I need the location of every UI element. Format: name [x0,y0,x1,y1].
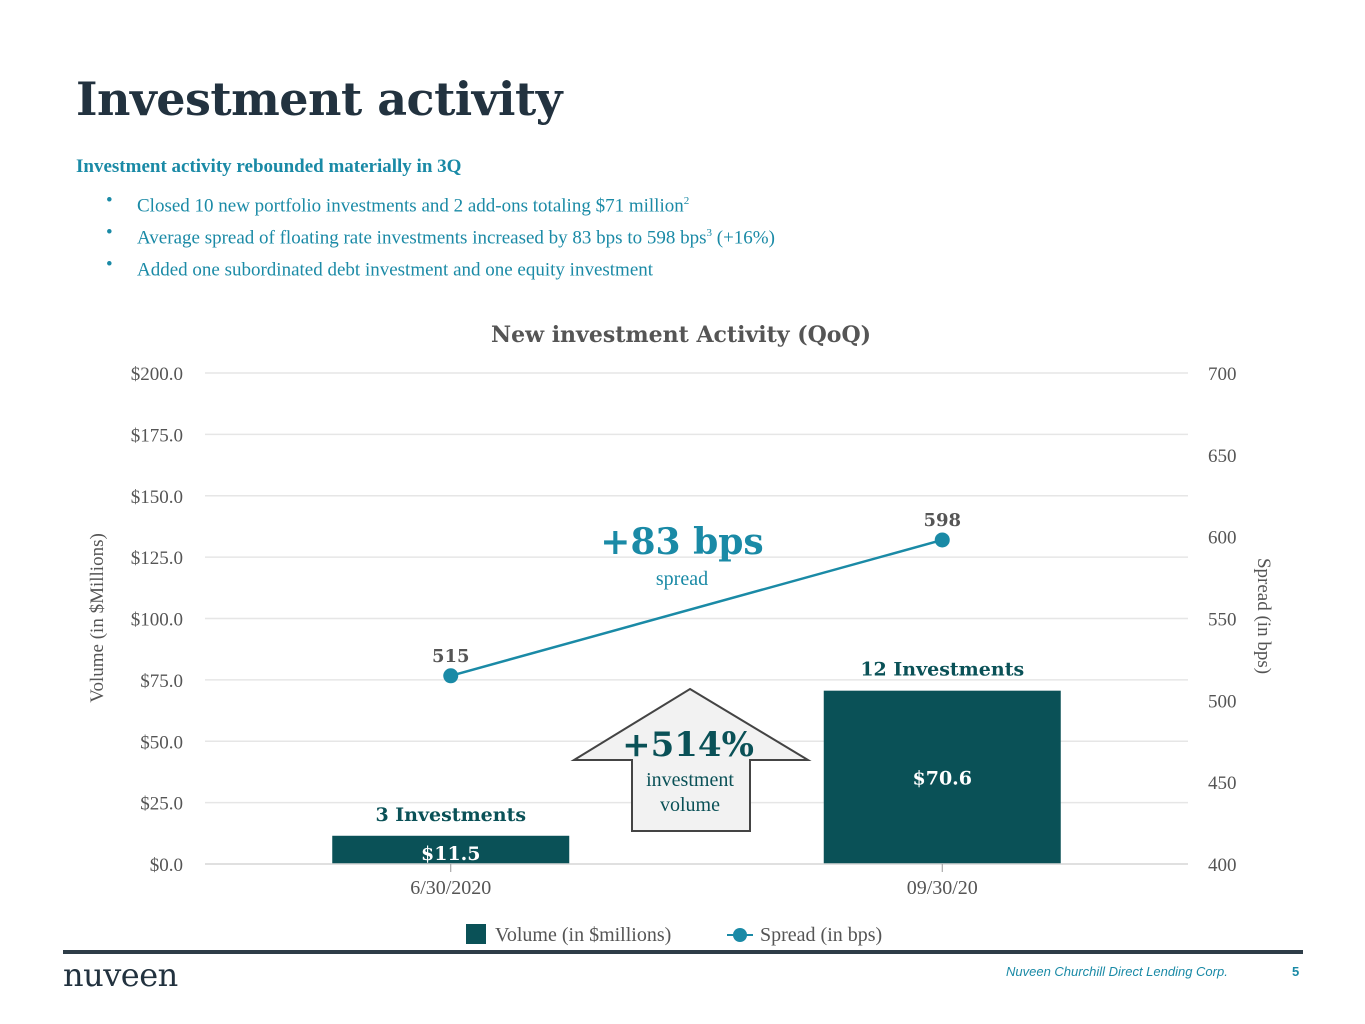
spread-data-label: 598 [923,510,961,531]
left-axis-tick-label: $0.0 [150,855,183,876]
footnote-ref: 2 [683,195,690,207]
volume-change-caption-2: volume [660,794,720,816]
nuveen-logo: nuveen [63,956,178,994]
legend-volume-swatch [466,924,486,944]
volume-bars: $11.5 3 Investments $70.6 12 Investments [332,659,1061,865]
investment-count-annotation: 3 Investments [375,804,526,826]
x-axis-tick-label: 09/30/20 [907,877,978,899]
right-axis-tick-label: 600 [1208,528,1237,549]
bullet-item: • Closed 10 new portfolio investments and… [100,186,775,218]
right-axis-ticks: 400 450 500 550 600 650 700 [1208,364,1237,876]
left-axis-tick-label: $100.0 [131,610,183,631]
footnote-ref: 3 [706,227,713,239]
bullet-text: Average spread of floating rate investme… [137,227,707,249]
volume-bar [332,835,570,864]
page-title: Investment activity [76,72,562,126]
right-axis-label: Spread (in bps) [1253,558,1274,674]
left-axis-tick-label: $75.0 [140,671,183,692]
left-axis-tick-label: $175.0 [131,425,183,446]
left-axis-ticks: $0.0 $25.0 $50.0 $75.0 $100.0 $125.0 $150.0 $17… [131,364,183,876]
up-arrow-icon [570,687,812,832]
page-number: 5 [1292,964,1300,979]
left-axis-tick-label: $200.0 [131,364,183,385]
legend-spread-marker-icon [733,928,747,942]
footer-company-name: Nuveen Churchill Direct Lending Corp. [1006,964,1228,979]
bullet-list: • Closed 10 new portfolio investments and… [100,186,775,282]
volume-data-label: $70.6 [913,767,973,789]
spread-marker [443,668,459,684]
bullet-suffix: (+16%) [712,227,775,249]
legend: Volume (in $millions) Spread (in bps) [466,924,882,946]
volume-bar [823,690,1061,864]
spread-change-caption: spread [656,568,708,590]
left-axis-tick-label: $50.0 [140,732,183,753]
bullet-item: • Added one subordinated debt investment … [100,250,775,282]
x-axis-tick-label: 6/30/2020 [410,877,491,899]
bullet-icon: • [106,190,113,211]
x-axis: 6/30/2020 09/30/20 [205,863,1188,899]
volume-change-callout: +514% investment volume [570,687,812,832]
investment-activity-chart: New investment Activity (QoQ) $0.0$25.0$… [87,322,1274,946]
bullet-icon: • [106,222,113,243]
bullet-icon: • [106,254,113,275]
chart-title: New investment Activity (QoQ) [491,322,871,348]
left-axis-tick-label: $150.0 [131,487,183,508]
spread-change-callout: +83 bps spread [600,521,763,590]
right-axis-tick-label: 700 [1208,364,1237,385]
right-axis-tick-label: 500 [1208,691,1237,712]
left-axis-label: Volume (in $Millions) [87,533,108,703]
volume-data-label: $11.5 [421,843,481,865]
spread-change-value: +83 bps [600,521,763,563]
bullet-text: Closed 10 new portfolio investments and … [137,195,684,217]
legend-spread-label: Spread (in bps) [760,924,882,946]
spread-marker [934,532,950,548]
section-subheading: Investment activity rebounded materially… [76,156,462,177]
volume-change-caption-1: investment [646,769,734,791]
spread-data-label: 515 [432,646,470,667]
left-axis-tick-label: $25.0 [140,794,183,815]
right-axis-tick-label: 450 [1208,773,1237,794]
bullet-item: • Average spread of floating rate investm… [100,218,775,250]
volume-change-value: +514% [622,725,754,765]
spread-line [450,538,943,677]
legend-volume-label: Volume (in $millions) [495,924,671,946]
right-axis-tick-label: 400 [1208,855,1237,876]
investment-count-annotation: 12 Investments [860,659,1024,681]
right-axis-tick-label: 650 [1208,446,1237,467]
right-axis-tick-label: 550 [1208,610,1237,631]
footer-divider [63,950,1303,954]
left-axis-tick-label: $125.0 [131,548,183,569]
spread-line-series: 515 598 [432,510,961,684]
bullet-text: Added one subordinated debt investment a… [137,259,654,281]
